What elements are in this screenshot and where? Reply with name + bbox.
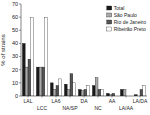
bar: [53, 89, 56, 96]
bar: [39, 67, 42, 96]
legend: TotalSão PauloRio de JaneiroRibeirão Pre…: [107, 5, 146, 32]
bar: [70, 74, 73, 96]
y-tick: [19, 4, 21, 5]
legend-label: Total: [114, 5, 125, 11]
y-tick: [19, 30, 21, 31]
x-tick-label: LA/DA: [133, 98, 148, 104]
bar: [92, 85, 95, 96]
bar: [31, 17, 34, 96]
x-tick-label: NA/SP: [62, 105, 78, 111]
x-tick-label: DA: [81, 98, 89, 104]
bar: [25, 67, 28, 96]
legend-swatch: [107, 6, 112, 10]
x-tick: [126, 96, 127, 98]
bar: [42, 67, 45, 96]
bar: [95, 78, 98, 96]
x-tick-label: LCC: [37, 105, 47, 111]
bar: [22, 43, 25, 96]
x-tick: [70, 96, 71, 98]
bar: [140, 89, 143, 96]
y-tick-label: 20: [12, 67, 18, 73]
x-tick-label: NC: [94, 105, 102, 111]
bar: [143, 85, 146, 96]
bar: [50, 83, 53, 96]
legend-swatch: [107, 13, 112, 17]
x-tick-label: LA6: [52, 98, 61, 104]
y-tick-label: 50: [12, 27, 18, 33]
y-tick-label: 0: [15, 93, 18, 99]
y-tick-label: 30: [12, 53, 18, 59]
bar: [98, 89, 101, 96]
y-tick: [19, 82, 21, 83]
bar: [106, 93, 109, 96]
bar: [78, 89, 81, 96]
bar: [59, 79, 62, 96]
bar: [36, 67, 39, 96]
y-axis-label: % of strains: [0, 34, 6, 65]
y-tick-label: 10: [12, 80, 18, 86]
bar: [56, 85, 59, 96]
bar: [73, 83, 76, 96]
bar: [45, 17, 48, 96]
legend-swatch: [107, 27, 112, 31]
y-tick-label: 40: [12, 40, 18, 46]
bar: [67, 89, 70, 96]
y-axis: [21, 4, 22, 96]
legend-label: Ribeirão Preto: [114, 26, 146, 32]
bar: [101, 89, 104, 96]
x-tick: [98, 96, 99, 98]
y-tick: [19, 96, 21, 97]
bar: [81, 91, 84, 96]
bar: [112, 93, 115, 96]
x-tick-label: AA: [109, 98, 116, 104]
legend-swatch: [107, 20, 112, 24]
legend-label: São Paulo: [114, 12, 137, 18]
x-tick-label: LAL: [24, 98, 33, 104]
y-tick: [19, 17, 21, 18]
bar: [28, 59, 31, 96]
x-tick: [42, 96, 43, 98]
y-tick-label: 60: [12, 14, 18, 20]
bar: [84, 89, 87, 96]
legend-label: Rio de Janeiro: [114, 19, 146, 25]
y-tick: [19, 56, 21, 57]
x-tick-label: LA/AA: [119, 105, 134, 111]
bar: [120, 89, 123, 96]
y-tick-label: 70: [12, 1, 18, 7]
y-tick: [19, 43, 21, 44]
chart: 0 10 20 30 40 50 60 70 % of strains LAL LCC LA6NA/S…: [0, 0, 150, 115]
bar: [87, 85, 90, 96]
bars: [22, 17, 145, 96]
y-tick: [19, 69, 21, 70]
bar: [123, 89, 126, 96]
x-axis: [21, 96, 147, 97]
bar: [64, 84, 67, 96]
